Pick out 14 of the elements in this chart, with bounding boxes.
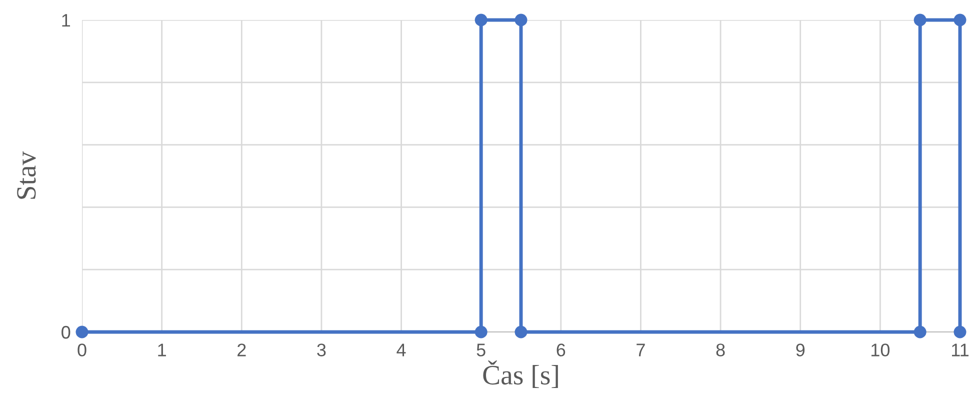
x-tick-label: 5 xyxy=(476,344,486,356)
x-tick-label: 1 xyxy=(158,344,166,356)
x-tick-label: 9 xyxy=(796,344,805,356)
x-tick-label: 2 xyxy=(238,344,246,356)
x-axis-title: Čas [s] xyxy=(483,360,558,388)
x-tick-label: 10 xyxy=(872,344,890,356)
y-axis-title: Stav xyxy=(17,151,36,199)
x-tick-label: 8 xyxy=(716,344,725,356)
x-tick-label: 6 xyxy=(556,344,566,356)
x-tick-label: 7 xyxy=(636,344,645,356)
x-tick-label: 11 xyxy=(952,344,968,356)
x-tick-label: 3 xyxy=(317,344,326,356)
x-tick-label: 4 xyxy=(396,344,406,356)
x-tick-label: 0 xyxy=(78,344,86,356)
